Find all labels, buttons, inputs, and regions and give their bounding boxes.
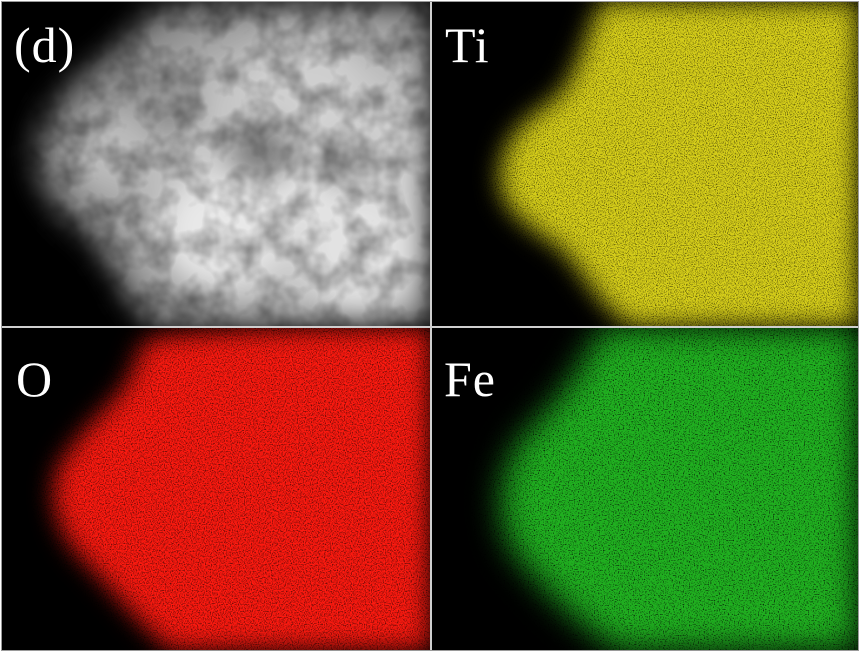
haadf-image-panel: (d) xyxy=(2,2,430,326)
haadf-image xyxy=(2,2,430,326)
panel-label-fe: Fe xyxy=(444,351,496,407)
ti-map-panel: Ti xyxy=(432,2,858,326)
o-map-panel: O xyxy=(2,328,430,650)
fe-map-panel: Fe xyxy=(432,328,858,650)
o-elemental-map xyxy=(2,328,430,650)
panel-label-d: (d) xyxy=(14,17,76,73)
panel-label-o: O xyxy=(16,351,54,407)
fe-elemental-map xyxy=(432,328,858,650)
horizontal-divider xyxy=(2,326,858,328)
panel-label-ti: Ti xyxy=(445,17,490,73)
ti-elemental-map xyxy=(432,2,858,326)
